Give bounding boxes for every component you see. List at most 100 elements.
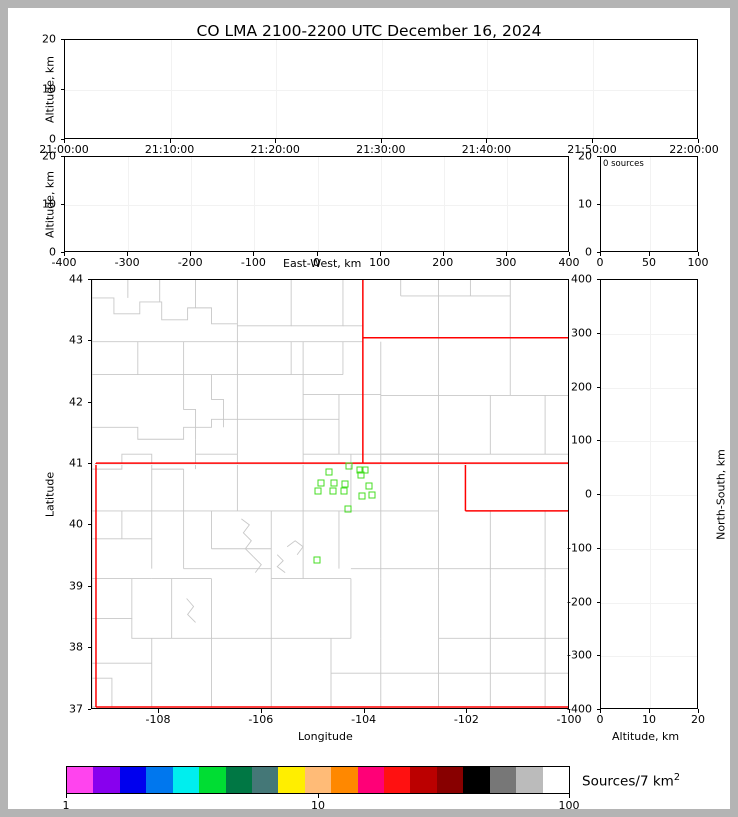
gridline (593, 40, 594, 138)
x-tick-label: 21:30:00 (356, 143, 406, 156)
axis-tick (87, 647, 91, 649)
axis-tick (596, 440, 600, 442)
axis-tick (60, 251, 64, 253)
plan-view-map-panel[interactable] (91, 279, 569, 709)
source-count-annotation: 0 sources (603, 159, 644, 169)
axis-tick (64, 139, 65, 143)
source-marker (358, 492, 366, 500)
sources-colorbar[interactable] (66, 766, 570, 794)
axis-tick (275, 139, 277, 143)
y-tick-label: 43 (69, 333, 83, 347)
colorbar-segment-3 (146, 767, 173, 793)
axis-tick (64, 252, 65, 256)
axis-tick (486, 139, 488, 143)
axis-tick (596, 494, 600, 495)
axis-tick (600, 252, 601, 256)
y-tick-label: 38 (69, 640, 83, 654)
colorbar-segment-7 (251, 767, 279, 793)
y-tick-label: 10 (578, 197, 592, 211)
x-tick-label: 21:10:00 (144, 143, 195, 156)
north-south-altitude-panel[interactable] (600, 279, 698, 709)
axis-tick (380, 139, 382, 143)
axis-tick (466, 709, 468, 713)
colorbar-segment-5 (199, 767, 226, 793)
axis-tick (60, 138, 64, 140)
y-tick-label: -400 (567, 702, 592, 716)
axis-tick (316, 252, 318, 256)
map-vector-layer (92, 280, 568, 708)
colorbar-segment-14 (436, 767, 464, 793)
gridline (601, 333, 697, 335)
gridline (601, 656, 697, 658)
axis-tick (596, 251, 600, 253)
x-tick-label: 300 (495, 256, 517, 269)
x-tick-label: -104 (351, 713, 377, 726)
x-tick-label: 400 (558, 256, 580, 269)
x-tick-label: 21:20:00 (250, 143, 300, 156)
x-tick-label: 0 (596, 713, 604, 726)
y-tick-label: 20 (578, 149, 592, 163)
source-marker (365, 482, 373, 490)
axis-tick (600, 709, 601, 713)
axis-tick (60, 89, 64, 90)
axis-tick (60, 39, 64, 40)
gridline (650, 157, 651, 251)
y-tick-label: 100 (571, 433, 592, 447)
x-tick-label: 0 (596, 256, 604, 269)
y-tick-label: 0 (585, 245, 592, 259)
colorbar-tick (318, 794, 319, 798)
axis-tick (697, 139, 699, 143)
east-west-x-axis-label: East-West, km (283, 257, 362, 270)
axis-tick (87, 340, 91, 342)
east-west-y-axis-label: Altitude, km (43, 170, 57, 239)
x-tick-label: -106 (248, 713, 274, 726)
axis-tick (253, 252, 255, 256)
x-tick-label: -100 (240, 256, 266, 269)
axis-tick (596, 279, 600, 280)
axis-tick (596, 332, 600, 334)
gridline (381, 40, 383, 138)
axis-tick (596, 708, 600, 710)
colorbar-label-text: Sources/7 km (582, 773, 674, 790)
colorbar-tick-label: 10 (311, 799, 325, 812)
axis-tick (596, 655, 600, 657)
east-west-altitude-panel[interactable] (64, 156, 569, 252)
source-marker (317, 479, 325, 487)
axis-tick (60, 204, 64, 205)
axis-tick (379, 252, 381, 256)
time-height-panel[interactable] (64, 39, 698, 139)
axis-tick (569, 709, 570, 713)
x-tick-label: 21:40:00 (461, 143, 512, 156)
x-tick-label: 10 (642, 713, 656, 726)
time-height-y-axis-label: Altitude, km (43, 55, 57, 124)
figure-title: CO LMA 2100-2200 UTC December 16, 2024 (196, 22, 542, 40)
gridline (380, 157, 382, 251)
colorbar-tick (66, 794, 67, 798)
x-tick-label: 22:00:00 (669, 143, 719, 156)
y-tick-label: 0 (585, 487, 592, 501)
source-markers-layer (92, 280, 568, 708)
colorbar-segment-10 (331, 767, 358, 793)
altitude-histogram-panel[interactable]: 0 sources (600, 156, 698, 252)
y-tick-label: 42 (69, 395, 83, 409)
colorbar-segment-11 (357, 767, 385, 793)
colorbar-segment-8 (278, 767, 305, 793)
axis-tick (87, 708, 91, 710)
colorbar-segment-13 (410, 767, 437, 793)
y-tick-label: 10 (42, 197, 56, 211)
axis-tick (505, 252, 507, 256)
x-tick-label: -300 (114, 256, 140, 269)
source-marker (313, 556, 321, 564)
colorbar-segment-18 (542, 767, 570, 793)
y-tick-label: 40 (69, 517, 83, 531)
source-marker (330, 479, 338, 487)
axis-tick (169, 139, 171, 143)
gridline (650, 280, 651, 708)
gridline (601, 441, 697, 443)
y-tick-label: 300 (571, 326, 592, 340)
axis-tick (649, 709, 650, 713)
y-tick-label: 0 (49, 245, 56, 259)
gridline (128, 157, 130, 251)
axis-tick (596, 386, 600, 388)
